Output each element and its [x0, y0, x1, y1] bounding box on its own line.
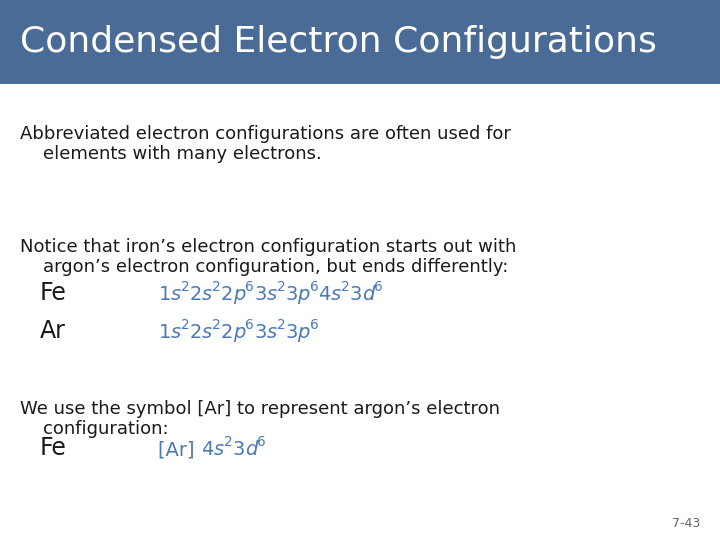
- Text: p: p: [233, 323, 246, 342]
- Text: d: d: [245, 440, 257, 459]
- Text: Ar: Ar: [40, 319, 66, 343]
- Text: 6: 6: [246, 280, 254, 294]
- Text: [Ar]: [Ar]: [158, 440, 201, 459]
- Text: 3: 3: [233, 440, 245, 459]
- Bar: [0, 0, 720, 84]
- Text: 3: 3: [285, 285, 297, 304]
- Text: s: s: [202, 285, 212, 304]
- Text: s: s: [331, 285, 341, 304]
- Text: s: s: [171, 323, 181, 342]
- Text: configuration:: configuration:: [20, 420, 168, 438]
- Text: 3: 3: [285, 323, 297, 342]
- Text: We use the symbol [Ar] to represent argon’s electron: We use the symbol [Ar] to represent argo…: [20, 400, 500, 418]
- Text: s: s: [266, 323, 276, 342]
- Text: Notice that iron’s electron configuration starts out with: Notice that iron’s electron configuratio…: [20, 238, 516, 256]
- Text: 2: 2: [212, 280, 220, 294]
- Text: s: s: [214, 440, 224, 459]
- Text: 2: 2: [276, 280, 285, 294]
- Text: s: s: [171, 285, 181, 304]
- Text: 2: 2: [189, 323, 202, 342]
- Text: Fe: Fe: [40, 281, 66, 305]
- Text: p: p: [297, 323, 310, 342]
- Text: s: s: [266, 285, 276, 304]
- Text: 3: 3: [350, 285, 362, 304]
- Text: 1: 1: [158, 323, 171, 342]
- Text: d: d: [362, 285, 374, 304]
- Text: 6: 6: [310, 280, 318, 294]
- Text: 4: 4: [201, 440, 214, 459]
- Text: p: p: [297, 285, 310, 304]
- Text: 7-43: 7-43: [672, 517, 700, 530]
- Text: Abbreviated electron configurations are often used for: Abbreviated electron configurations are …: [20, 125, 511, 143]
- Text: p: p: [233, 285, 246, 304]
- Text: argon’s electron configuration, but ends differently:: argon’s electron configuration, but ends…: [20, 258, 508, 276]
- Text: 2: 2: [220, 323, 233, 342]
- Text: Condensed Electron Configurations: Condensed Electron Configurations: [20, 25, 657, 59]
- Text: elements with many electrons.: elements with many electrons.: [20, 145, 322, 163]
- Text: 3: 3: [254, 285, 266, 304]
- Text: 6: 6: [246, 319, 254, 332]
- Text: 2: 2: [189, 285, 202, 304]
- Text: 6: 6: [374, 280, 383, 294]
- Text: Fe: Fe: [40, 436, 66, 460]
- Text: 1: 1: [158, 285, 171, 304]
- Text: 3: 3: [254, 323, 266, 342]
- Text: 2: 2: [224, 435, 233, 449]
- Text: 2: 2: [181, 280, 189, 294]
- Text: 2: 2: [181, 319, 189, 332]
- Text: 2: 2: [212, 319, 220, 332]
- Text: 2: 2: [220, 285, 233, 304]
- Text: s: s: [202, 323, 212, 342]
- Text: 2: 2: [341, 280, 350, 294]
- Text: 6: 6: [257, 435, 266, 449]
- Text: 4: 4: [318, 285, 331, 304]
- Text: 2: 2: [276, 319, 285, 332]
- Text: 6: 6: [310, 319, 318, 332]
